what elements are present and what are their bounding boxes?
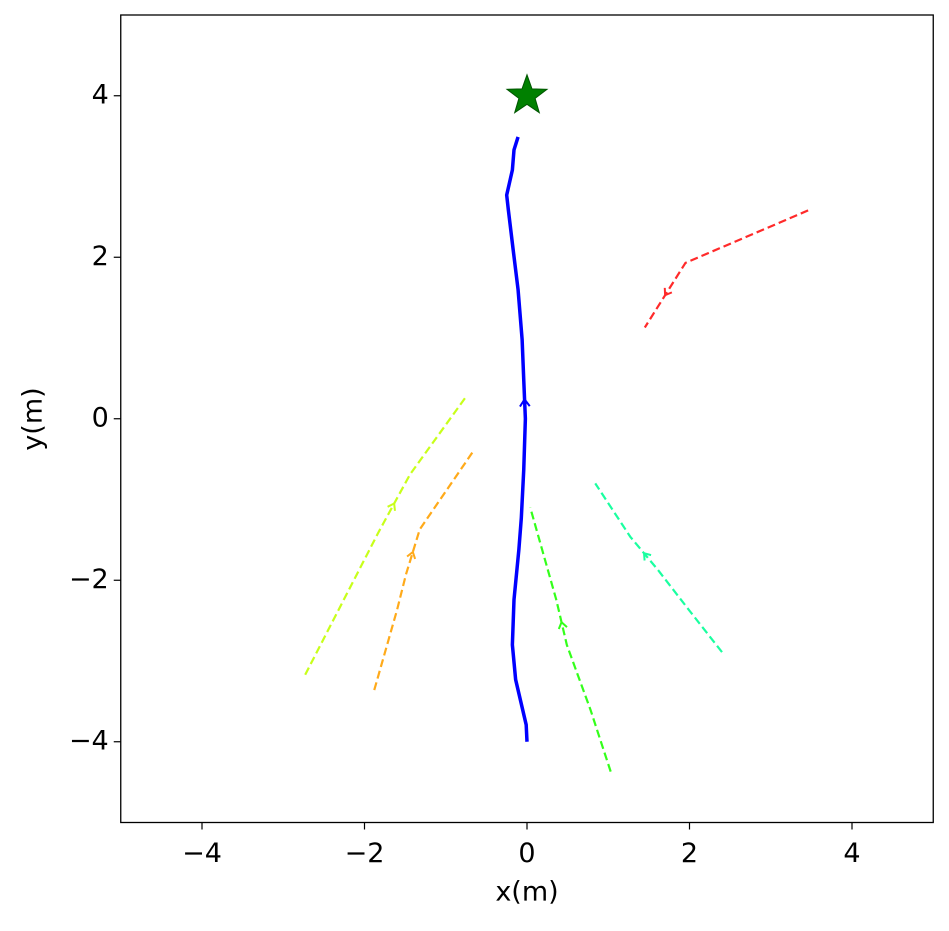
y-tick-label: −4 [69,725,109,756]
x-tick-label: 0 [518,838,535,869]
x-tick-label: 2 [681,838,698,869]
trajectory [643,209,809,329]
direction-arrow [387,502,396,511]
direction-arrow [663,287,673,297]
direction-arrow [642,551,652,561]
direction-arrow [406,550,417,560]
y-tick-label: 0 [92,402,109,433]
trajectory [504,136,529,742]
y-tick-label: 2 [92,241,109,272]
plot-frame [120,14,934,824]
goal-star [505,73,549,114]
trajectory [529,507,612,772]
direction-arrow [519,397,531,408]
trajectory [594,482,723,653]
trajectory [304,397,467,676]
y-axis-label: y(m) [18,387,49,450]
trajectory [373,450,475,691]
x-tick-label: 4 [843,838,860,869]
y-tick-label: −2 [69,564,109,595]
x-tick-label: −2 [345,838,385,869]
direction-arrow [557,620,568,630]
y-tick-label: 4 [92,79,109,110]
x-tick-label: −4 [182,838,222,869]
x-axis-label: x(m) [495,877,558,908]
